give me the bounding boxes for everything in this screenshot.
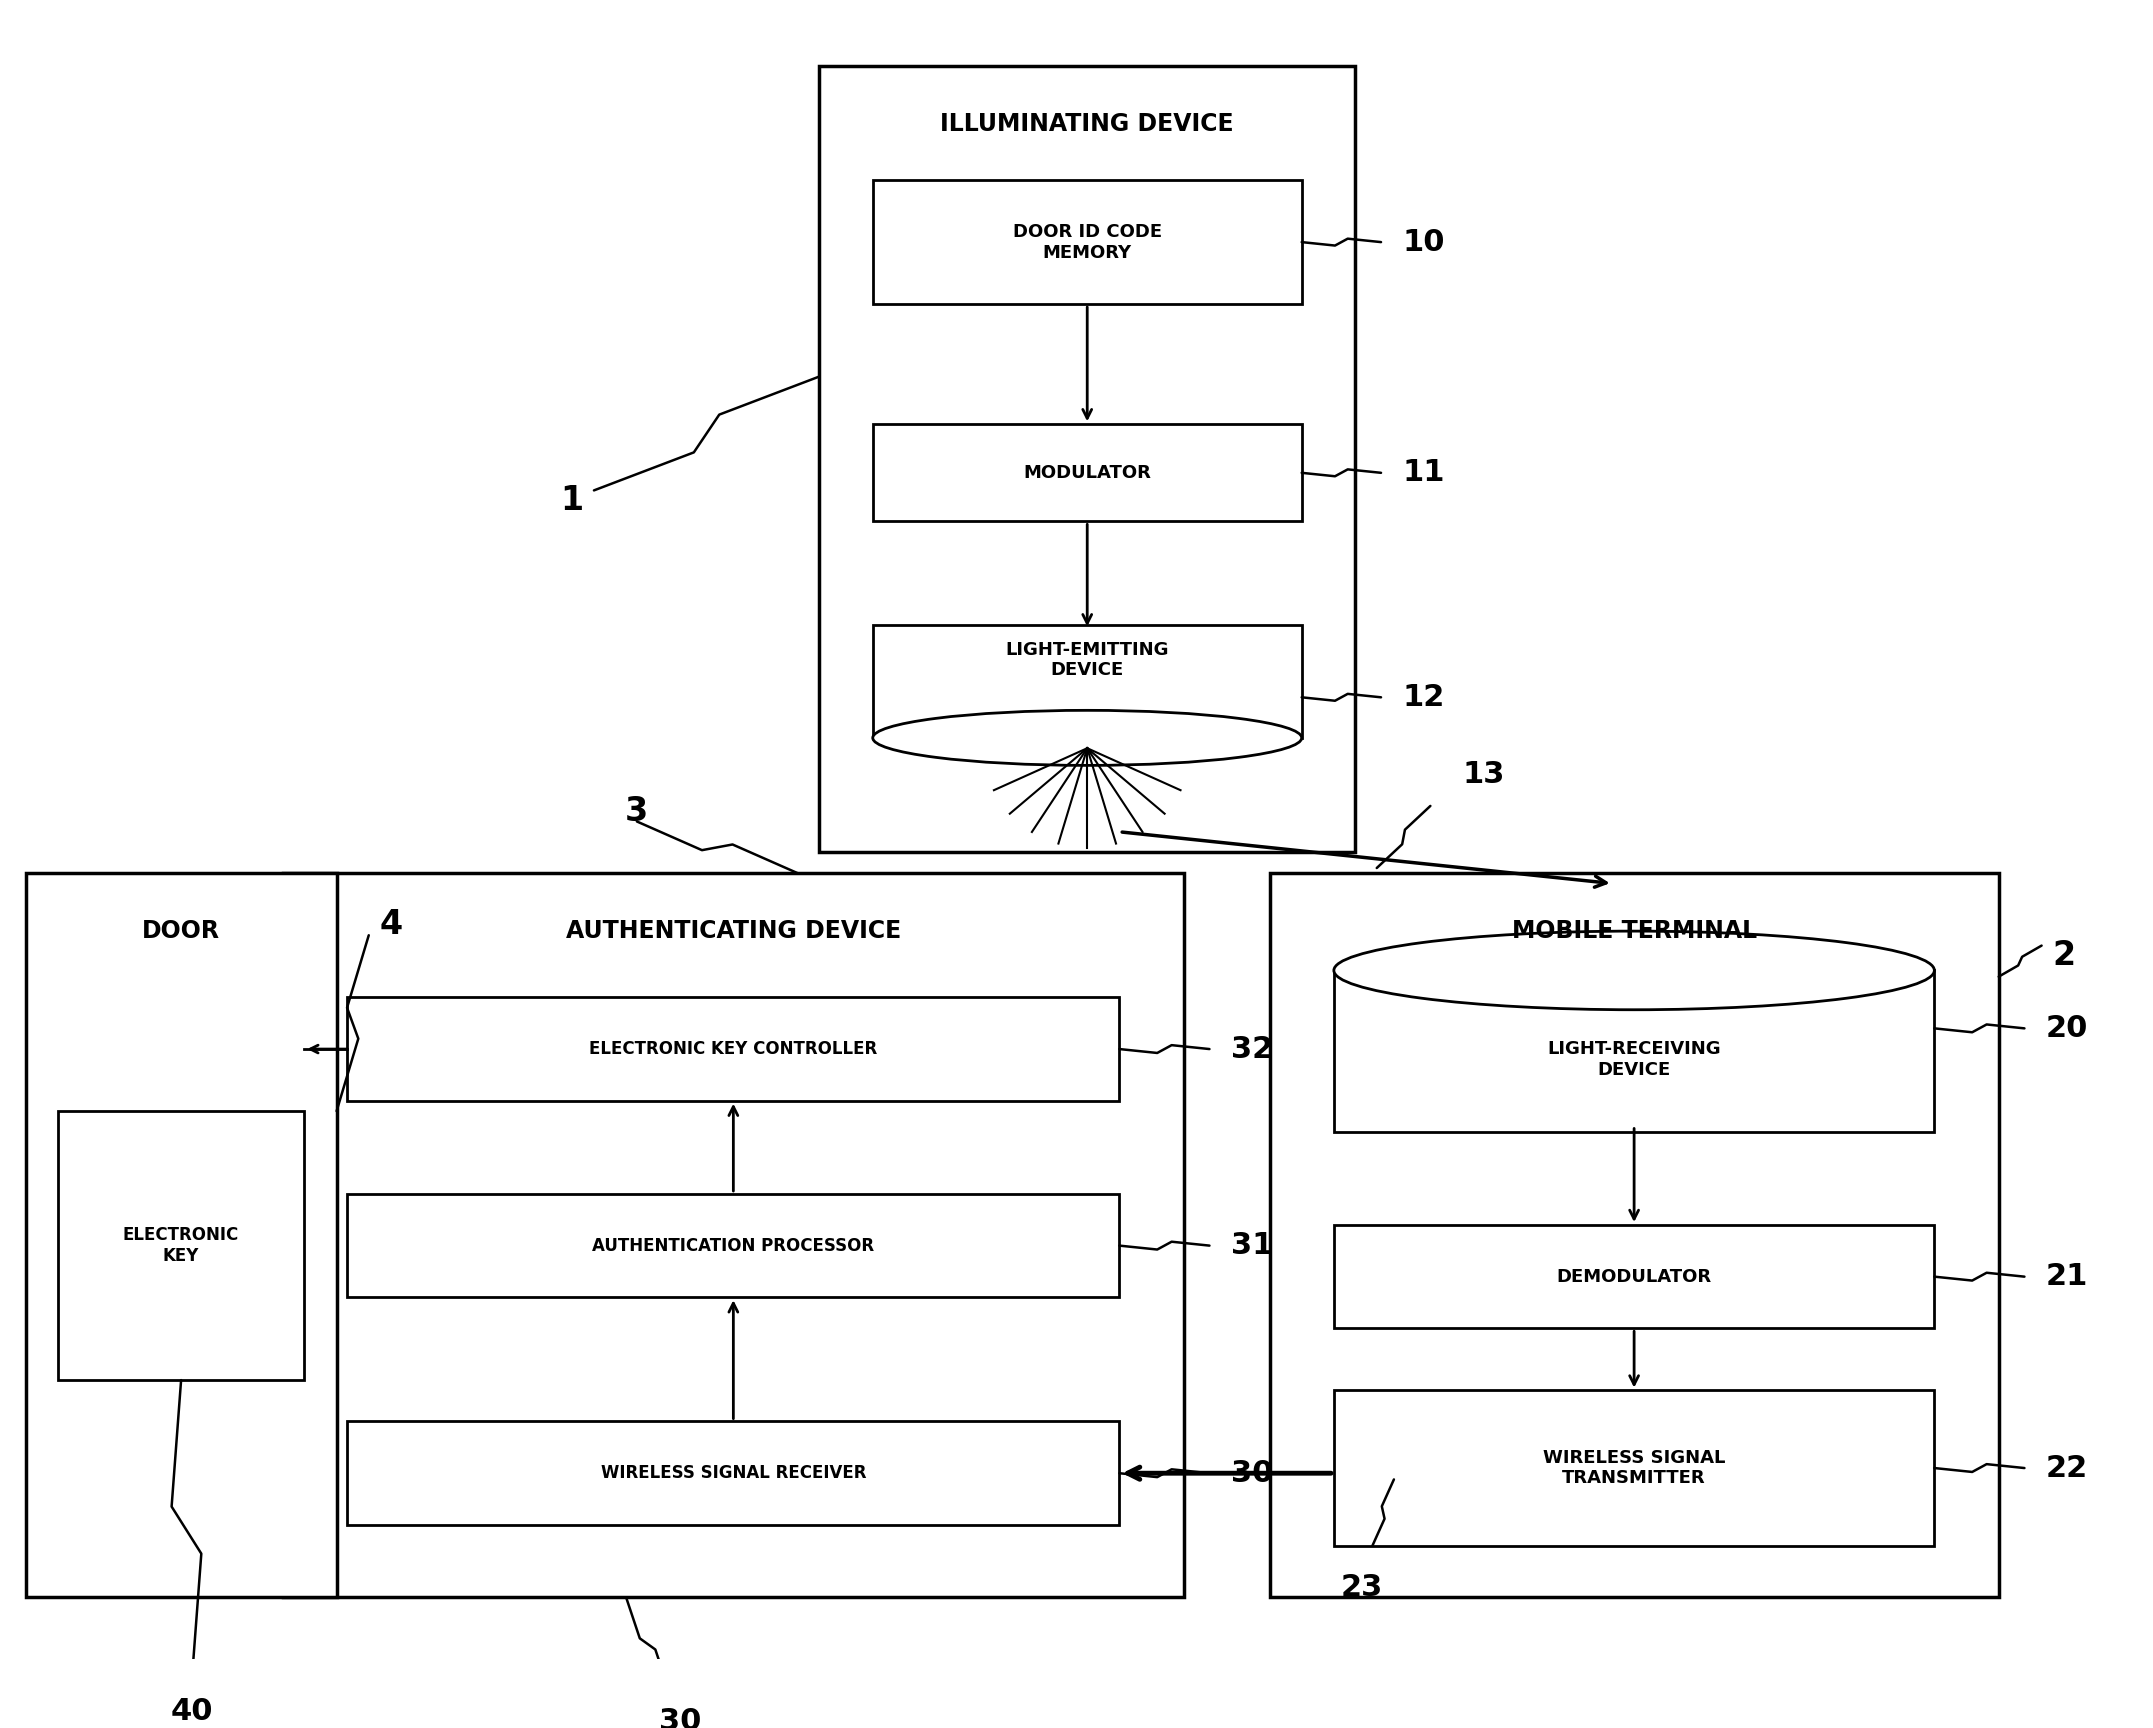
Text: MOBILE TERMINAL: MOBILE TERMINAL <box>1511 919 1757 943</box>
Text: 23: 23 <box>1341 1572 1382 1602</box>
Text: MODULATOR: MODULATOR <box>1023 463 1152 482</box>
Text: 10: 10 <box>1402 228 1445 257</box>
Text: 11: 11 <box>1402 458 1445 487</box>
Text: 13: 13 <box>1462 760 1505 790</box>
Bar <box>58 1111 304 1381</box>
Bar <box>1270 873 1998 1597</box>
Text: LIGHT-EMITTING
DEVICE: LIGHT-EMITTING DEVICE <box>1005 641 1169 679</box>
Bar <box>872 423 1303 522</box>
Text: WIRELESS SIGNAL RECEIVER: WIRELESS SIGNAL RECEIVER <box>601 1464 866 1483</box>
Text: DOOR: DOOR <box>142 919 220 943</box>
Text: 1: 1 <box>560 484 583 517</box>
Ellipse shape <box>1335 931 1933 1009</box>
Text: AUTHENTICATING DEVICE: AUTHENTICATING DEVICE <box>566 919 900 943</box>
Bar <box>26 873 336 1597</box>
Bar <box>872 180 1303 304</box>
Text: 31: 31 <box>1232 1230 1272 1260</box>
Text: 30: 30 <box>1232 1458 1272 1488</box>
Text: 32: 32 <box>1232 1035 1272 1063</box>
Bar <box>282 873 1184 1597</box>
Text: WIRELESS SIGNAL
TRANSMITTER: WIRELESS SIGNAL TRANSMITTER <box>1544 1448 1725 1488</box>
Text: 20: 20 <box>2045 1014 2088 1044</box>
Bar <box>1335 1391 1933 1545</box>
Text: 22: 22 <box>2045 1453 2088 1483</box>
Text: ELECTRONIC
KEY: ELECTRONIC KEY <box>123 1227 239 1265</box>
Text: 3: 3 <box>624 795 648 828</box>
Bar <box>818 66 1354 852</box>
Text: ELECTRONIC KEY CONTROLLER: ELECTRONIC KEY CONTROLLER <box>590 1040 878 1058</box>
Bar <box>1335 1225 1933 1329</box>
Text: 21: 21 <box>2045 1261 2088 1291</box>
Text: 40: 40 <box>170 1697 213 1726</box>
Text: 2: 2 <box>2052 940 2075 973</box>
Ellipse shape <box>872 710 1303 766</box>
Text: 30: 30 <box>659 1707 702 1728</box>
Text: LIGHT-RECEIVING
DEVICE: LIGHT-RECEIVING DEVICE <box>1548 1040 1720 1078</box>
Text: 12: 12 <box>1402 683 1445 712</box>
Bar <box>347 997 1120 1101</box>
Text: DOOR ID CODE
MEMORY: DOOR ID CODE MEMORY <box>1012 223 1163 261</box>
Bar <box>872 626 1303 738</box>
Text: 4: 4 <box>379 909 403 942</box>
Text: ILLUMINATING DEVICE: ILLUMINATING DEVICE <box>941 112 1234 137</box>
Text: DEMODULATOR: DEMODULATOR <box>1557 1268 1712 1286</box>
Bar <box>347 1422 1120 1524</box>
Bar <box>347 1194 1120 1298</box>
Bar <box>1335 971 1933 1132</box>
Text: AUTHENTICATION PROCESSOR: AUTHENTICATION PROCESSOR <box>592 1237 874 1255</box>
